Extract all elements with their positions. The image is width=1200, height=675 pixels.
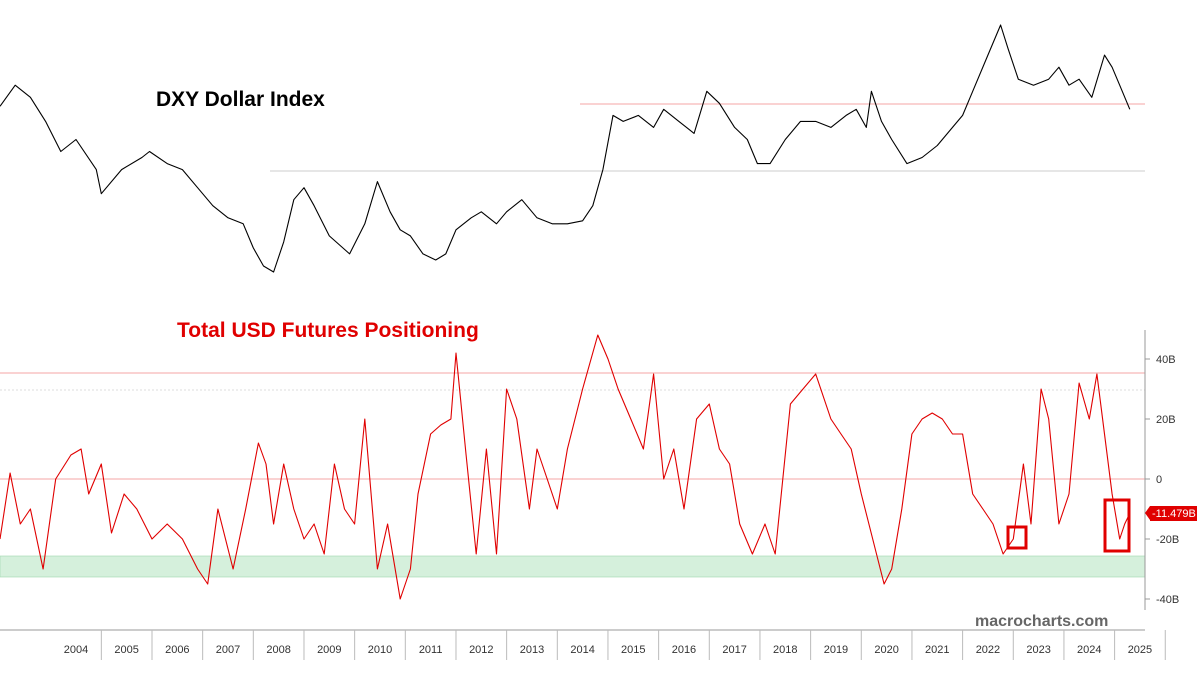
x-tick-label: 2025 bbox=[1128, 644, 1152, 656]
x-tick-label: 2018 bbox=[773, 644, 797, 656]
watermark: macrocharts.com bbox=[975, 613, 1108, 630]
x-tick-label: 2024 bbox=[1077, 644, 1101, 656]
y-tick-label: 40B bbox=[1156, 354, 1176, 366]
y-tick-label: -40B bbox=[1156, 594, 1179, 606]
y-tick-label: 0 bbox=[1156, 474, 1162, 486]
x-tick-label: 2021 bbox=[925, 644, 949, 656]
highlight-box-2023 bbox=[1006, 525, 1028, 550]
x-tick-label: 2010 bbox=[368, 644, 392, 656]
y-tick-label: 20B bbox=[1156, 414, 1176, 426]
x-tick-label: 2011 bbox=[419, 644, 443, 656]
x-tick-label: 2017 bbox=[722, 644, 746, 656]
last-value-label: -11.479B bbox=[1152, 508, 1196, 520]
x-tick-label: 2013 bbox=[520, 644, 544, 656]
x-tick-label: 2022 bbox=[976, 644, 1000, 656]
x-tick-label: 2016 bbox=[672, 644, 696, 656]
x-tick-label: 2009 bbox=[317, 644, 341, 656]
x-tick-label: 2005 bbox=[114, 644, 138, 656]
x-tick-label: 2014 bbox=[570, 644, 594, 656]
y-tick-label: -20B bbox=[1156, 534, 1179, 546]
dxy-series-line bbox=[0, 24, 1131, 273]
x-tick-label: 2012 bbox=[469, 644, 493, 656]
x-tick-label: 2023 bbox=[1026, 644, 1050, 656]
x-tick-label: 2019 bbox=[824, 644, 848, 656]
x-tick-label: 2006 bbox=[165, 644, 189, 656]
dxy-chart-title: DXY Dollar Index bbox=[156, 88, 325, 111]
last-value-marker: -11.479B bbox=[1145, 506, 1197, 521]
positioning-y-ticks: 40B 20B 0 -20B -40B bbox=[1145, 354, 1179, 606]
x-tick-label: 2015 bbox=[621, 644, 645, 656]
x-tick-label: 2008 bbox=[266, 644, 290, 656]
x-tick-label: 2007 bbox=[216, 644, 240, 656]
extreme-short-band bbox=[0, 555, 1146, 578]
positioning-series-line bbox=[0, 334, 1131, 600]
positioning-chart-title: Total USD Futures Positioning bbox=[177, 319, 479, 342]
x-tick-label: 2004 bbox=[64, 644, 88, 656]
x-axis-ticks: 2004 2005 2006 2007 2008 2009 2010 2011 2012 2013… bbox=[64, 630, 1166, 660]
highlight-box-2025 bbox=[1103, 498, 1131, 553]
x-tick-label: 2020 bbox=[874, 644, 898, 656]
